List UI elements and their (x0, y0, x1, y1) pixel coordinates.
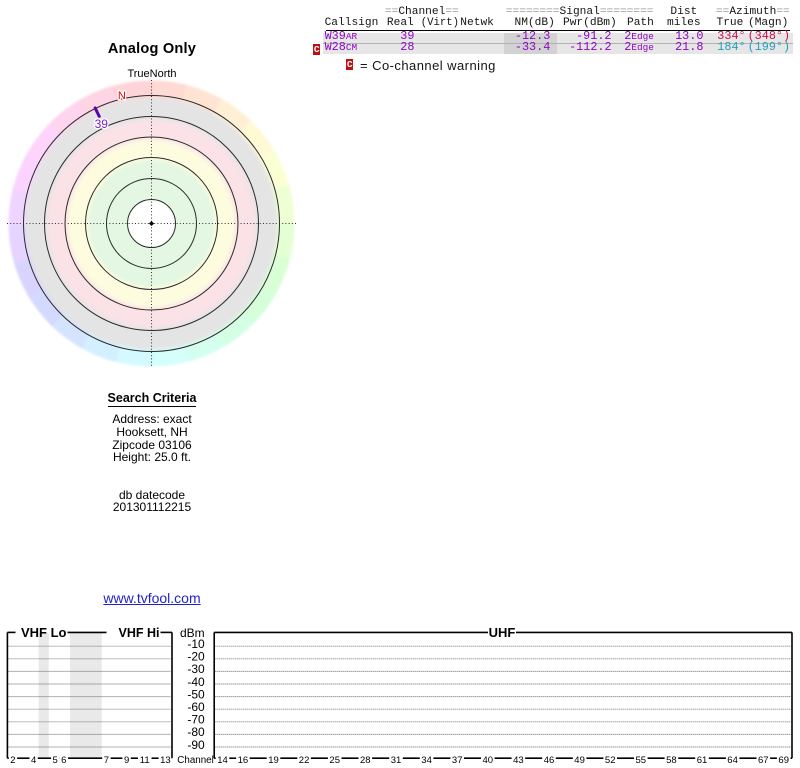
svg-text:55: 55 (636, 755, 647, 766)
svg-text:31: 31 (391, 755, 402, 766)
svg-text:9: 9 (124, 755, 129, 766)
svg-text:4: 4 (31, 755, 36, 766)
svg-text:28: 28 (360, 755, 371, 766)
svg-text:-60: -60 (187, 700, 205, 714)
svg-text:43: 43 (513, 755, 524, 766)
svg-text:67: 67 (758, 755, 769, 766)
svg-text:58: 58 (666, 755, 677, 766)
svg-text:22: 22 (299, 755, 310, 766)
svg-text:64: 64 (727, 755, 738, 766)
svg-text:7: 7 (104, 755, 109, 766)
svg-text:25: 25 (329, 755, 340, 766)
svg-text:-40: -40 (187, 675, 205, 689)
svg-text:-70: -70 (187, 713, 205, 727)
svg-text:-80: -80 (187, 725, 205, 739)
svg-text:2: 2 (10, 755, 15, 766)
svg-text:-50: -50 (187, 687, 205, 701)
svg-text:46: 46 (544, 755, 555, 766)
svg-text:VHF Hi: VHF Hi (119, 626, 160, 640)
svg-text:dBm: dBm (180, 626, 205, 640)
svg-text:16: 16 (238, 755, 249, 766)
svg-text:13: 13 (160, 755, 171, 766)
svg-text:Channel: Channel (177, 755, 214, 766)
svg-text:61: 61 (697, 755, 708, 766)
svg-text:40: 40 (483, 755, 494, 766)
svg-text:34: 34 (421, 755, 432, 766)
svg-text:-10: -10 (187, 637, 205, 651)
svg-text:52: 52 (605, 755, 616, 766)
svg-text:-90: -90 (187, 738, 205, 752)
svg-text:19: 19 (268, 755, 279, 766)
svg-text:5: 5 (53, 755, 58, 766)
svg-text:-20: -20 (187, 650, 205, 664)
svg-text:11: 11 (140, 755, 150, 766)
svg-text:N: N (118, 90, 126, 102)
svg-text:39: 39 (95, 117, 109, 131)
svg-text:VHF Lo: VHF Lo (21, 625, 67, 640)
svg-text:UHF: UHF (489, 625, 516, 640)
svg-text:14: 14 (217, 755, 228, 766)
svg-text:-30: -30 (187, 662, 205, 676)
svg-text:69: 69 (778, 755, 789, 766)
svg-text:37: 37 (452, 755, 463, 766)
svg-text:6: 6 (61, 755, 66, 766)
svg-text:49: 49 (574, 755, 585, 766)
